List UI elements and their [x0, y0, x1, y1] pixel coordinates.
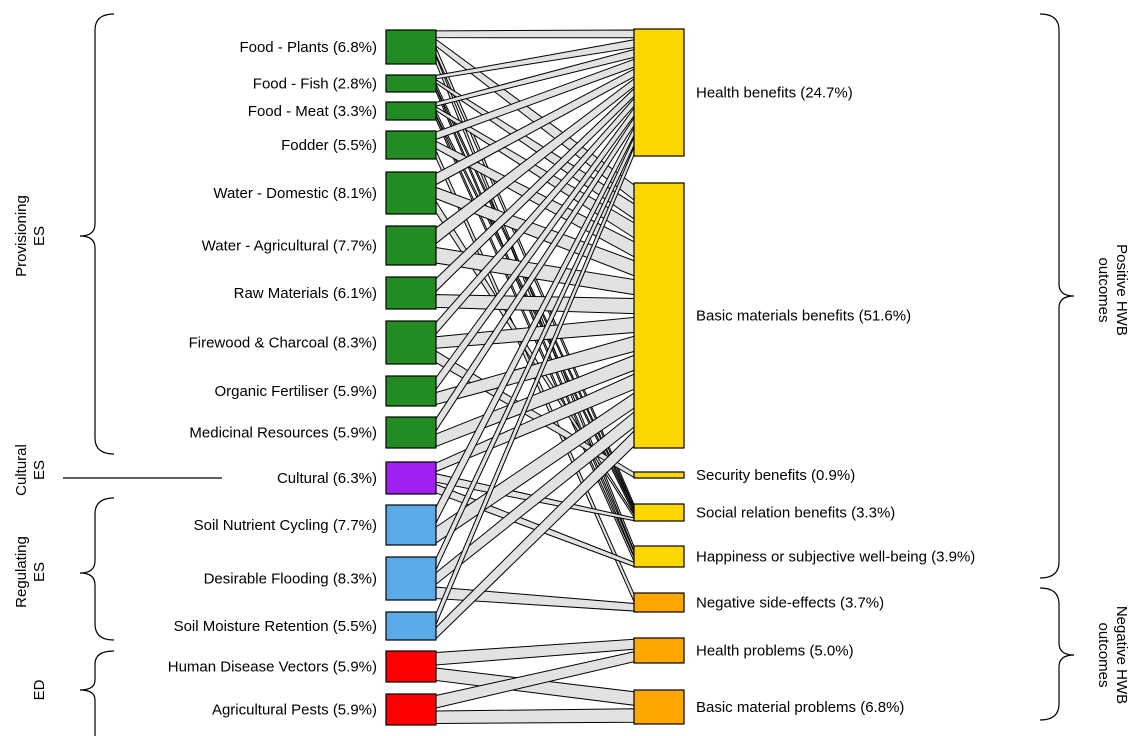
negative-outcomes-bracket — [1039, 587, 1075, 721]
provisioning-bracket — [79, 13, 115, 455]
source-node-label: Food - Fish (2.8%) — [253, 76, 377, 93]
outcome-node-label: Security benefits (0.9%) — [696, 467, 855, 484]
source-node-label: Water - Domestic (8.1%) — [213, 185, 377, 202]
source-node-fodder — [385, 130, 437, 160]
source-node-food-fish — [385, 74, 437, 93]
source-node-label: Organic Fertiliser (5.9%) — [214, 383, 377, 400]
regulating-es-label: RegulatingES — [13, 536, 48, 608]
outcome-node-label: Basic material problems (6.8%) — [696, 699, 904, 716]
flow-link — [435, 29, 635, 39]
source-node-soil-nutrient-cycling — [385, 504, 437, 546]
outcome-node-happiness-or-subjective-well-being — [633, 545, 685, 568]
outcome-node-basic-materials-benefits — [633, 182, 685, 449]
source-nodes: Food - Plants (6.8%) Food - Fish (2.8%) Fo… — [168, 29, 437, 726]
source-node-water-agricultural — [385, 225, 437, 266]
source-node-human-disease-vectors — [385, 650, 437, 683]
source-node-agricultural-pests — [385, 693, 437, 726]
outcome-node-label: Health benefits (24.7%) — [696, 85, 853, 102]
source-node-label: Food - Meat (3.3%) — [248, 103, 377, 120]
outcome-node-social-relation-benefits — [633, 503, 685, 522]
negative-hwb-outcomes-label: Negative HWBoutcomes — [1095, 606, 1130, 704]
source-node-water-domestic — [385, 171, 437, 215]
source-node-label: Desirable Flooding (8.3%) — [204, 571, 377, 588]
source-node-label: Soil Nutrient Cycling (7.7%) — [194, 517, 377, 534]
outcome-node-label: Happiness or subjective well-being (3.9%… — [696, 549, 975, 566]
outcome-nodes: Health benefits (24.7%) Basic materials b… — [633, 28, 975, 725]
source-node-food-meat — [385, 101, 437, 121]
outcome-node-label: Basic materials benefits (51.6%) — [696, 308, 911, 325]
source-node-label: Raw Materials (6.1%) — [234, 285, 377, 302]
source-node-medicinal-resources — [385, 416, 437, 449]
positive-hwb-outcomes-label: Positive HWBoutcomes — [1095, 244, 1130, 336]
source-node-label: Agricultural Pests (5.9%) — [212, 702, 377, 719]
outcome-node-label: Health problems (5.0%) — [696, 643, 854, 660]
flow-link — [435, 708, 635, 724]
source-node-label: Fodder (5.5%) — [281, 137, 377, 154]
source-node-soil-moisture-retention — [385, 611, 437, 641]
source-node-raw-materials — [385, 276, 437, 310]
source-node-firewood-charcoal — [385, 320, 437, 365]
ed-label: ED — [31, 679, 48, 700]
flow-links — [435, 29, 635, 724]
outcome-node-health-problems — [633, 637, 685, 664]
group-brackets — [63, 13, 1075, 736]
cultural-es-label: CulturalES — [13, 444, 48, 496]
provisioning-es-label: ProvisioningES — [13, 195, 48, 277]
source-node-label: Medicinal Resources (5.9%) — [189, 425, 377, 442]
outcome-node-security-benefits — [633, 471, 685, 479]
outcome-node-basic-material-problems — [633, 689, 685, 725]
group-labels: ProvisioningES CulturalES RegulatingES ED Po… — [13, 195, 1130, 704]
source-node-cultural — [385, 461, 437, 495]
positive-outcomes-bracket — [1039, 13, 1075, 579]
source-node-organic-fertiliser — [385, 375, 437, 407]
source-node-label: Water - Agricultural (7.7%) — [202, 238, 377, 255]
ed-bracket — [79, 650, 115, 736]
regulating-bracket — [79, 497, 115, 641]
source-node-desirable-flooding — [385, 556, 437, 601]
outcome-node-negative-side-effects — [633, 592, 685, 613]
source-node-label: Firewood & Charcoal (8.3%) — [189, 335, 377, 352]
source-node-food-plants — [385, 29, 437, 65]
outcome-node-label: Negative side-effects (3.7%) — [696, 595, 884, 612]
source-node-label: Cultural (6.3%) — [277, 470, 377, 487]
source-node-label: Soil Moisture Retention (5.5%) — [174, 618, 377, 635]
source-node-label: Human Disease Vectors (5.9%) — [168, 659, 377, 676]
outcome-node-label: Social relation benefits (3.3%) — [696, 505, 895, 522]
outcome-node-health-benefits — [633, 28, 685, 157]
source-node-label: Food - Plants (6.8%) — [239, 39, 377, 56]
